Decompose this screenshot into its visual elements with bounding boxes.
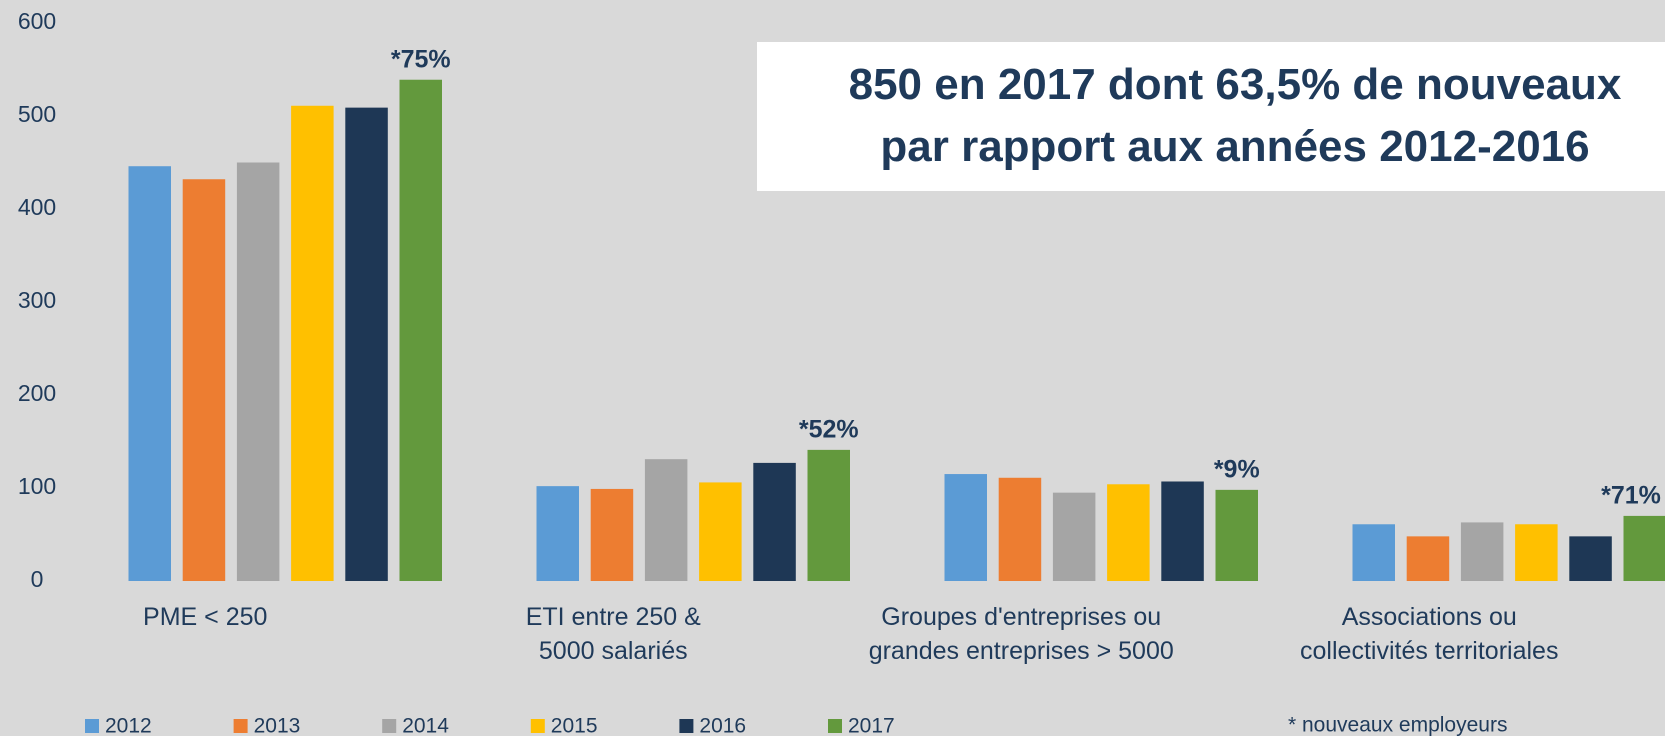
annotation: *9%	[1214, 455, 1260, 483]
bar	[1352, 524, 1395, 581]
bar	[236, 162, 280, 581]
bar	[345, 107, 388, 581]
y-tick-label: 500	[18, 101, 56, 127]
bar	[807, 449, 850, 581]
legend-label: 2012	[105, 715, 152, 736]
bar	[1052, 492, 1096, 581]
legend-swatch	[679, 719, 694, 733]
legend-swatch	[85, 719, 99, 733]
annotation: *71%	[1601, 482, 1661, 510]
bar	[1161, 481, 1204, 581]
bar	[944, 474, 987, 581]
bar	[536, 486, 579, 581]
annotation: *52%	[799, 415, 859, 443]
bar	[291, 105, 334, 582]
annotation: *75%	[391, 45, 451, 73]
chart-title: 850 en 2017 dont 63,5% de nouveaux par ra…	[849, 60, 1622, 171]
title-box	[757, 42, 1665, 191]
legend-swatch	[233, 719, 248, 733]
bar	[590, 488, 634, 581]
x-tick-label: Associations ou collectivités territorial…	[1300, 603, 1558, 665]
bar	[1406, 536, 1450, 581]
bar	[1623, 515, 1665, 581]
footnote: * nouveaux employeurs	[1288, 714, 1507, 736]
legend-label: 2017	[848, 715, 895, 736]
legend-swatch	[382, 719, 397, 733]
y-tick-label: 300	[18, 287, 56, 313]
y-tick-label: 200	[18, 380, 56, 406]
x-tick-label: PME < 250	[143, 603, 267, 631]
bar	[182, 179, 226, 582]
bar	[644, 459, 688, 581]
legend-swatch	[828, 719, 842, 733]
legend-label: 2015	[551, 715, 598, 736]
x-tick-label: Groupes d'entreprises ou grandes entrepri…	[869, 603, 1174, 665]
y-tick-label: 100	[18, 473, 56, 499]
y-tick-label: 600	[18, 8, 56, 34]
bar	[998, 477, 1042, 581]
bar	[753, 462, 796, 581]
y-tick-label: 0	[31, 566, 44, 592]
bar	[1215, 489, 1258, 581]
y-tick-label: 400	[18, 194, 56, 220]
bar	[128, 166, 171, 581]
legend-swatch	[530, 719, 545, 733]
legend-label: 2016	[699, 715, 746, 736]
bar	[1515, 524, 1558, 581]
bar	[399, 79, 442, 581]
bar	[699, 482, 742, 581]
bar	[1569, 536, 1612, 581]
legend-label: 2014	[402, 715, 449, 736]
bar	[1107, 484, 1150, 581]
bar	[1460, 522, 1504, 581]
x-tick-label: ETI entre 250 & 5000 salariés	[526, 603, 701, 665]
legend-label: 2013	[254, 715, 301, 736]
